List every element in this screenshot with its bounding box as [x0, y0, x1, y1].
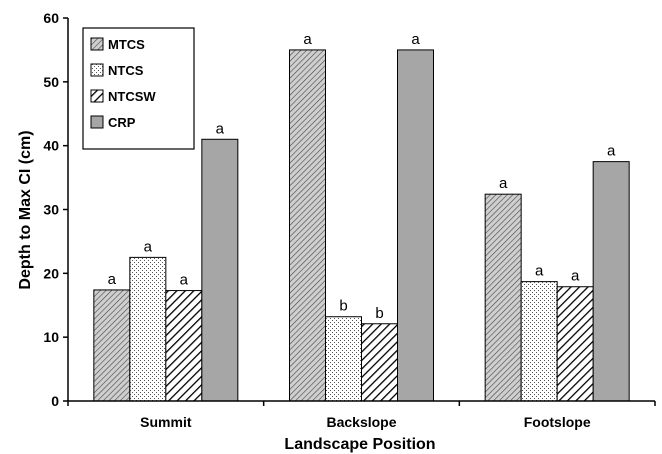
y-tick-label: 60	[43, 10, 59, 26]
bar-significance-label: a	[108, 271, 117, 288]
bar-crp-backslope	[397, 49, 434, 402]
y-tick-label: 20	[43, 265, 59, 281]
legend-label-mtcs: MTCS	[108, 37, 145, 52]
bar-significance-label: b	[375, 305, 383, 322]
y-tick-label: 0	[51, 393, 59, 409]
bar-significance-label: a	[180, 272, 189, 289]
bar-significance-label: a	[216, 120, 225, 137]
y-tick-label: 50	[43, 74, 59, 90]
y-tick-label: 40	[43, 138, 59, 154]
bars: a a a a a b b a a a a a	[93, 31, 630, 402]
bar-ntcsw-backslope	[361, 323, 398, 402]
bar-mtcs-summit	[93, 289, 131, 402]
legend-swatch-mtcs	[90, 37, 104, 51]
x-category-label: Backslope	[326, 414, 396, 430]
bar-significance-label: a	[303, 31, 312, 48]
bar-ntcsw-footslope	[556, 286, 594, 402]
bar-significance-label: a	[571, 268, 580, 285]
legend-swatch-crp	[90, 115, 104, 129]
bar-significance-label: a	[535, 263, 544, 280]
bar-significance-label: a	[411, 31, 420, 48]
bar-mtcs-footslope	[484, 193, 522, 402]
legend-swatch-ntcsw	[90, 89, 104, 103]
x-axis-title: Landscape Position	[284, 436, 435, 453]
bar-crp-summit	[201, 138, 239, 402]
legend-swatch-ntcs	[90, 63, 104, 77]
bar-crp-footslope	[592, 161, 630, 402]
bar-ntcsw-summit	[165, 290, 203, 402]
bar-significance-label: a	[144, 238, 153, 255]
y-axis-title: Depth to Max CI (cm)	[17, 130, 34, 289]
x-axis: Summit Backslope Footslope	[67, 400, 656, 430]
bar-significance-label: a	[607, 143, 616, 160]
x-category-label: Footslope	[524, 414, 591, 430]
bar-ntcs-summit	[129, 256, 167, 402]
legend: MTCS NTCS NTCSW CRP	[82, 27, 195, 150]
legend-label-crp: CRP	[108, 115, 136, 130]
y-axis: 0 10 20 30 40 50 60	[43, 10, 69, 409]
legend-label-ntcsw: NTCSW	[108, 89, 156, 104]
bar-significance-label: a	[499, 175, 508, 192]
bar-ntcs-footslope	[520, 281, 558, 402]
y-tick-label: 30	[43, 202, 59, 218]
bar-mtcs-backslope	[289, 49, 326, 402]
x-category-label: Summit	[140, 414, 192, 430]
bar-ntcs-backslope	[325, 316, 362, 402]
legend-label-ntcs: NTCS	[108, 63, 144, 78]
y-tick-label: 10	[43, 329, 59, 345]
bar-significance-label: b	[339, 298, 347, 315]
